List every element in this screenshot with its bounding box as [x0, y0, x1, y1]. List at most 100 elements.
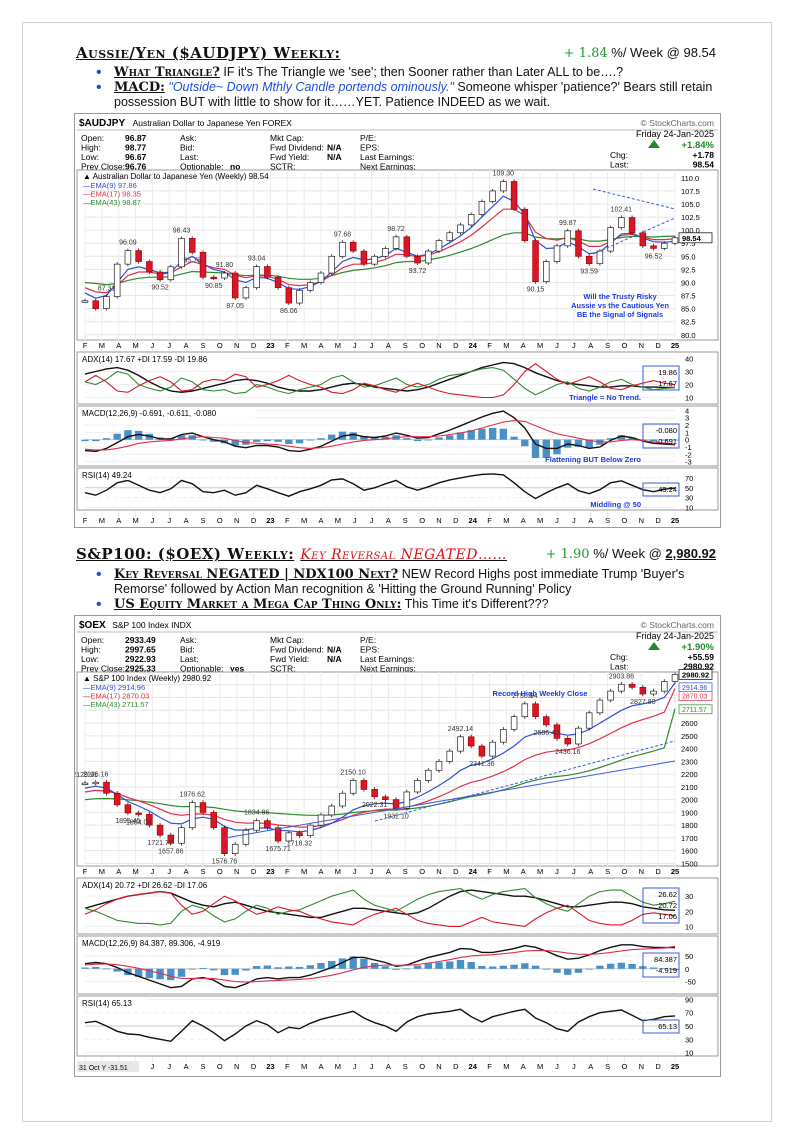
undefined-ema-box-value: 2914.96 [682, 685, 707, 692]
undefined-candle [457, 224, 464, 234]
undefined-x-tick: J [572, 516, 576, 525]
section2-bullet2-key: US Equity Market a Mega Cap Thing Only: [114, 597, 402, 612]
undefined-y-tick: 102.5 [681, 213, 700, 222]
undefined-candle [296, 289, 303, 304]
undefined-macd-histogram-bar [510, 436, 518, 440]
undefined-rsi-y-tick: 70 [685, 1009, 693, 1018]
undefined-candle [585, 712, 593, 729]
undefined-macd-value: 84.387 [654, 955, 677, 964]
undefined-x-tick: D [655, 341, 661, 350]
undefined-candle [500, 729, 507, 743]
undefined-candle [650, 245, 657, 249]
undefined-x-tick: D [453, 516, 459, 525]
undefined-rsi-value: 65.13 [658, 1022, 677, 1031]
undefined-x-tick: J [572, 867, 576, 876]
undefined-callout-line: BE the Signal of Signals [577, 310, 663, 319]
undefined-price-annotation: 87.05 [226, 303, 244, 310]
undefined-adx-line-0 [84, 889, 676, 919]
undefined-quote-col2: Last: [180, 654, 198, 664]
undefined-x-tick: J [353, 867, 357, 876]
undefined-macd-histogram-bar [531, 965, 540, 969]
undefined-x-tick: N [234, 516, 239, 525]
undefined-price-annotation: 95.75 [184, 257, 202, 264]
undefined-adx-value: 17.06 [658, 912, 677, 921]
undefined-date: Friday 24-Jan-2025 [636, 631, 714, 641]
undefined-x-tick: A [318, 341, 323, 350]
undefined-source: © StockCharts.com [641, 620, 714, 630]
undefined-candle [199, 252, 207, 278]
undefined-x-tick: M [503, 867, 509, 876]
undefined-price-annotation: 1718.32 [287, 841, 312, 848]
undefined-quote-col2: Ask: [180, 133, 197, 143]
undefined-change-value: +55.59 [688, 652, 715, 662]
undefined-candle [382, 796, 389, 800]
undefined-x-tick: A [588, 341, 593, 350]
undefined-x-tick: 23 [266, 867, 274, 876]
undefined-rsi-title-bg [79, 998, 149, 1008]
undefined-x-tick: N [234, 341, 239, 350]
undefined-candle [349, 241, 357, 252]
undefined-candle [328, 255, 335, 274]
undefined-candle [189, 238, 196, 253]
undefined-x-tick: J [555, 867, 559, 876]
undefined-candle [510, 181, 518, 210]
undefined-macd-histogram-bar [220, 968, 229, 976]
undefined-quote-col4: EPS: [360, 143, 379, 153]
undefined-price-annotation: 93.04 [248, 256, 266, 263]
undefined-ema-box-value: 2870.03 [682, 694, 707, 701]
undefined-quote-col4: EPS: [360, 645, 379, 655]
undefined-candle [435, 240, 443, 252]
undefined-legend-item: —EMA(9) 2914.96 [83, 683, 145, 692]
undefined-candle [585, 255, 593, 265]
undefined-macd-histogram-bar [199, 968, 207, 969]
undefined-macd-histogram-bar [403, 968, 411, 970]
undefined-x-tick: O [217, 516, 223, 525]
undefined-candle [285, 287, 293, 304]
undefined-price-annotation: 86.06 [280, 308, 298, 315]
undefined-x-tick: J [151, 1062, 155, 1071]
undefined-adx-title: ADX(14) 17.67 +DI 17.59 -DI 19.86 [82, 355, 208, 364]
undefined-quote-label: High: [81, 645, 101, 655]
undefined-candle [414, 255, 421, 264]
undefined-candle [671, 674, 679, 682]
undefined-ema-box [678, 704, 713, 715]
undefined-x-tick: A [184, 867, 189, 876]
undefined-price-annotation: 90.15 [527, 287, 545, 294]
undefined-x-tick: S [605, 1062, 610, 1071]
undefined-price-annotation: 1884.04 [126, 819, 151, 826]
undefined-x-tick: M [301, 341, 307, 350]
undefined-x-tick: J [370, 516, 374, 525]
undefined-candle [103, 296, 110, 309]
undefined-price-annotation: 91.80 [216, 262, 234, 269]
undefined-x-tick: A [521, 867, 526, 876]
undefined-y-tick: 85.0 [681, 305, 696, 314]
undefined-candle [435, 760, 443, 771]
undefined-candle [92, 300, 99, 309]
undefined-rsi-title: RSI(14) 65.13 [82, 999, 132, 1008]
undefined-x-tick: J [555, 516, 559, 525]
undefined-y-tick: 105.0 [681, 200, 700, 209]
undefined-macd-histogram-bar [317, 962, 325, 969]
undefined-candle [264, 266, 271, 278]
undefined-rsi-value: 49.24 [658, 485, 677, 494]
undefined-macd-histogram-bar [478, 966, 486, 969]
undefined-candle [596, 699, 604, 714]
undefined-y-tick: 82.5 [681, 318, 696, 327]
undefined-macd-histogram-bar [628, 437, 636, 440]
undefined-price-annotation: 98.72 [387, 226, 405, 233]
undefined-candle [253, 820, 260, 831]
undefined-candle [478, 745, 486, 757]
undefined-macd-histogram-bar [210, 968, 218, 971]
undefined-quote-col2: Optionable: [180, 162, 223, 172]
undefined-x-tick: D [251, 867, 257, 876]
undefined-macd-title: MACD(12,26,9) -0.691, -0.611, -0.080 [82, 409, 217, 418]
undefined-macd-histogram-bar [531, 439, 540, 458]
undefined-x-tick: A [386, 516, 391, 525]
undefined-quote-label: Open: [81, 635, 104, 645]
undefined-x-tick: D [453, 867, 459, 876]
undefined-quote-value: 2933.49 [125, 635, 156, 645]
undefined-rsi-y-tick: 50 [685, 1022, 693, 1031]
undefined-x-tick: F [83, 341, 88, 350]
undefined-x-tick: O [419, 1062, 425, 1071]
undefined-candle [189, 802, 196, 829]
